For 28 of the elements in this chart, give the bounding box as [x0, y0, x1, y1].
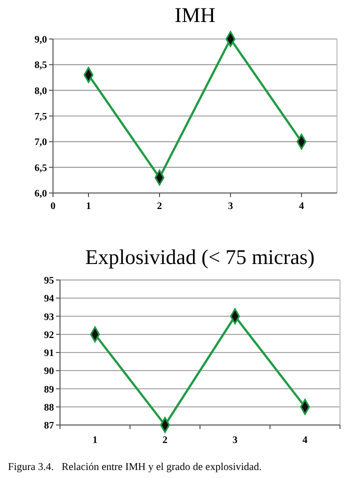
y-tick-label: 88: [44, 402, 54, 414]
y-tick-label: 92: [44, 330, 54, 341]
y-tick-label: 87: [44, 420, 54, 432]
x-tick-label: 3: [232, 435, 238, 446]
y-tick-label: 7,5: [34, 112, 47, 122]
y-tick-label: 93: [44, 312, 54, 323]
y-tick-label: 7,0: [34, 137, 47, 148]
y-tick-label: 95: [44, 276, 54, 286]
y-tick-label: 8,0: [34, 86, 47, 97]
x-tick-label: 1: [92, 435, 98, 446]
text: Figura 3.4. Relación entre IMH y el grado de explosividad.: [8, 462, 262, 473]
x-tick-label: 0: [50, 201, 56, 212]
y-tick-label: 94: [44, 294, 54, 305]
y-tick-label: 8,5: [34, 60, 47, 72]
chart-title: IMH: [174, 3, 216, 27]
x-tick-label: 4: [302, 435, 308, 446]
x-tick-label: 2: [162, 435, 168, 446]
y-tick-label: 6,0: [34, 188, 47, 200]
x-tick-label: 1: [86, 201, 91, 212]
y-tick-label: 6,5: [34, 162, 47, 174]
x-tick-label: 3: [228, 201, 233, 212]
y-tick-label: 90: [44, 366, 54, 378]
x-tick-label: 2: [157, 201, 162, 212]
chart-title: Explosividad (< 75 micras): [85, 245, 315, 269]
x-tick-label: 4: [299, 201, 304, 212]
y-tick-label: 91: [44, 348, 54, 359]
y-tick-label: 89: [44, 384, 54, 396]
y-tick-label: 9,0: [34, 34, 47, 46]
